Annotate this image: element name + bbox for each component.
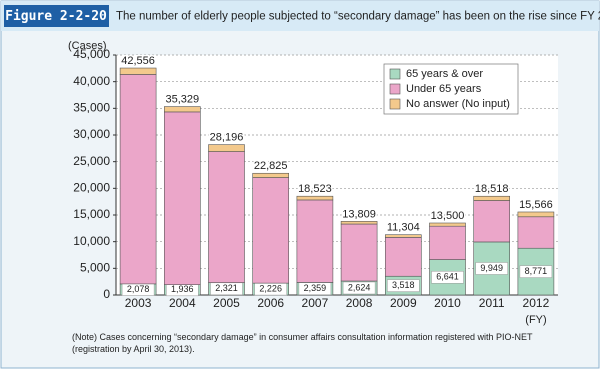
total-label: 28,196: [210, 132, 244, 144]
y-tick-label: 10,000: [73, 234, 110, 248]
value-label-box: [342, 281, 376, 295]
y-tick-label: 35,000: [73, 101, 110, 115]
y-tick-label: 0: [103, 287, 110, 301]
bar-segment: [252, 177, 289, 284]
y-tick-label: 15,000: [73, 207, 110, 221]
chart-title: The number of elderly people subjected t…: [116, 11, 600, 23]
value-label: 1,936: [171, 284, 194, 294]
bar-segment: [208, 144, 245, 152]
bar-segment: [119, 67, 157, 75]
bar-segment: [119, 74, 157, 285]
legend-box: [383, 63, 519, 115]
total-label: 13,500: [431, 210, 465, 222]
legend-label: 65 years & over: [406, 68, 483, 80]
figure-label: Figure 2-2-20: [5, 9, 107, 24]
total-label: 18,523: [298, 183, 332, 195]
bar-segment: [164, 106, 201, 113]
value-label-box: [387, 279, 420, 292]
total-label: 15,566: [519, 199, 553, 211]
bar-segment: [384, 234, 422, 238]
value-label: 2,078: [127, 284, 150, 294]
value-label: 2,359: [304, 283, 327, 293]
total-label: 22,825: [254, 160, 288, 172]
bar-segment: [208, 151, 245, 283]
bar-segment: [340, 221, 378, 225]
x-tick-label: 2012: [523, 296, 550, 310]
note-box: (Note) Cases concerning “secondary damag…: [72, 332, 533, 354]
bar-segment: [429, 225, 466, 260]
x-tick-label: 2009: [390, 296, 417, 310]
total-label: 11,304: [387, 222, 420, 234]
y-tick-label: 20,000: [73, 181, 110, 195]
legend-label: No answer (No input): [406, 98, 510, 110]
legend-swatch: [389, 83, 401, 95]
y-tick-label: 25,000: [73, 154, 110, 168]
x-tick-label: 2008: [346, 296, 373, 310]
bar-segment: [296, 199, 334, 283]
y-tick-label: 30,000: [73, 127, 110, 141]
y-tick-label: 5,000: [80, 261, 110, 275]
note: (Note) Cases concerning “secondary damag…: [72, 332, 533, 354]
figure-label-box: [4, 5, 109, 27]
value-label: 3,518: [392, 280, 415, 290]
bar-segment: [164, 111, 201, 285]
value-label-box: [475, 262, 508, 275]
bar-segment: [296, 195, 334, 201]
bar-segment: [517, 211, 555, 218]
x-tick-label: 2006: [257, 296, 284, 310]
x-tick-label: 2004: [169, 296, 196, 310]
bar-segment: [517, 216, 555, 249]
legend-swatch: [389, 98, 401, 110]
value-label: 2,624: [348, 282, 371, 292]
total-label: 13,809: [342, 208, 376, 220]
bar-segment: [473, 195, 511, 201]
y-tick-label: 45,000: [73, 47, 110, 61]
value-label-box: [431, 271, 464, 284]
x-tick-label: 2003: [125, 296, 152, 310]
bar-segment: [429, 222, 466, 227]
bar-segment: [340, 223, 378, 282]
value-label: 6,641: [436, 272, 459, 282]
value-label: 8,771: [525, 266, 548, 276]
x-tick-label: 2010: [434, 296, 461, 310]
bar-segment: [473, 200, 511, 243]
x-tick-label: 2005: [213, 296, 240, 310]
y-tick-label: 40,000: [73, 74, 110, 88]
x-tick-label: 2007: [302, 296, 329, 310]
value-label: 2,226: [259, 283, 282, 293]
legend-swatch: [389, 68, 401, 80]
bar-segment: [384, 237, 422, 277]
total-label: 18,518: [475, 183, 509, 195]
x-axis-label: (FY): [525, 314, 546, 326]
x-tick-label: 2011: [479, 296, 505, 310]
total-label: 35,329: [165, 93, 199, 105]
total-label: 42,556: [121, 55, 155, 67]
value-label-box: [519, 265, 553, 278]
bar-segment: [252, 172, 289, 178]
legend-label: Under 65 years: [406, 83, 482, 95]
value-label: 2,321: [215, 283, 238, 293]
value-label: 9,949: [480, 263, 503, 273]
y-axis-label: (Cases): [68, 40, 107, 52]
